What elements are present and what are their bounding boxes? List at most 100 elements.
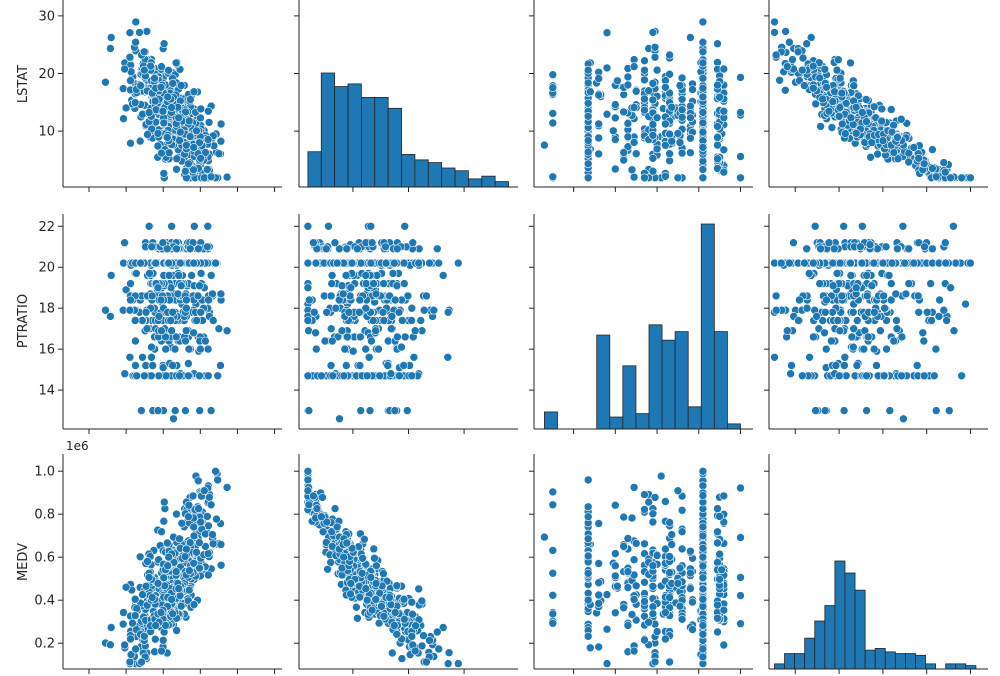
scatter-point (879, 291, 888, 301)
scatter-point (176, 601, 186, 611)
scatter-point (312, 504, 322, 513)
scatter-point (392, 281, 402, 291)
scatter-point (343, 332, 352, 342)
scatter-point (847, 332, 857, 342)
scatter-point (677, 113, 687, 122)
y-tick-label: 16 (38, 343, 55, 358)
scatter-point (686, 546, 695, 556)
scatter-point (181, 326, 191, 336)
scatter-point (389, 258, 399, 268)
scatter-point (189, 522, 198, 532)
scatter-point (782, 62, 792, 71)
scatter-point (407, 303, 417, 313)
scatter-point (594, 642, 604, 652)
scatter-point (153, 141, 163, 151)
scatter-point (686, 568, 695, 578)
scatter-point (386, 324, 396, 334)
scatter-point (610, 100, 620, 109)
scatter-point (176, 258, 185, 268)
scatter-point (138, 316, 147, 325)
scatter-point (594, 133, 604, 143)
scatter-point (174, 271, 183, 280)
scatter-point (931, 172, 941, 182)
scatter-point (648, 609, 658, 619)
scatter-point (802, 39, 812, 49)
scatter-point (832, 269, 842, 278)
scatter-point (808, 83, 818, 93)
scatter-point (966, 173, 975, 183)
scatter-point (203, 222, 213, 231)
scatter-point (150, 73, 159, 83)
scatter-point (157, 527, 166, 537)
scatter-point (698, 522, 708, 532)
scatter-point (583, 159, 593, 169)
scatter-point (101, 77, 110, 87)
scatter-point (808, 258, 818, 268)
scatter-point (175, 371, 184, 381)
scatter-point (912, 361, 922, 370)
scatter-point (619, 603, 629, 613)
scatter-point (665, 657, 674, 667)
scatter-point (119, 114, 128, 123)
scatter-point (362, 371, 372, 381)
scatter-point (770, 28, 779, 37)
scatter-point (161, 371, 171, 381)
scatter-point (931, 344, 941, 354)
scatter-point (163, 561, 172, 571)
scatter-point (899, 414, 908, 424)
scatter-point (780, 86, 790, 95)
scatter-point (419, 305, 429, 315)
scatter-point (623, 534, 633, 543)
scatter-point (892, 324, 902, 334)
scatter-point (848, 342, 858, 352)
scatter-point (827, 336, 836, 346)
scatter-point (698, 621, 708, 630)
scatter-point (337, 281, 347, 291)
scatter-point (610, 500, 620, 510)
scatter-point (326, 291, 336, 301)
scatter-point (914, 307, 924, 317)
scatter-point (390, 295, 400, 305)
scatter-point (857, 222, 867, 231)
histogram-bar (622, 365, 637, 429)
scatter-point (434, 644, 444, 654)
scatter-point (184, 159, 193, 169)
scatter-point (167, 103, 176, 112)
scatter-point (206, 406, 216, 415)
scatter-point (159, 516, 169, 526)
scatter-point (619, 148, 629, 157)
scatter-point (160, 497, 169, 507)
scatter-point (610, 164, 620, 174)
scatter-point (818, 316, 828, 325)
scatter-point (136, 81, 145, 90)
scatter-point (627, 165, 637, 175)
scatter-point (137, 406, 146, 415)
scatter-point (583, 512, 593, 522)
scatter-point (156, 83, 166, 92)
scatter-point (216, 361, 225, 370)
scatter-point (882, 344, 891, 354)
scatter-point (303, 475, 313, 485)
scatter-point (390, 406, 400, 415)
scatter-point (403, 291, 413, 301)
scatter-point (851, 102, 861, 112)
scatter-point (831, 361, 841, 370)
scatter-point (326, 361, 336, 370)
scatter-point (942, 316, 951, 325)
histogram-bar (727, 423, 741, 429)
scatter-point (698, 652, 708, 662)
scatter-point (170, 344, 180, 354)
scatter-point (166, 316, 175, 325)
scatter-point (340, 344, 350, 354)
scatter-point (371, 326, 381, 336)
scatter-point (913, 291, 923, 301)
scatter-point (715, 574, 724, 584)
scatter-point (828, 97, 838, 106)
histogram-bar (925, 663, 937, 669)
histogram-bar (884, 651, 896, 669)
scatter-point (631, 87, 641, 96)
scatter-point (367, 605, 377, 615)
scatter-point (196, 269, 206, 278)
scatter-point (387, 648, 397, 658)
scatter-point (175, 534, 184, 544)
